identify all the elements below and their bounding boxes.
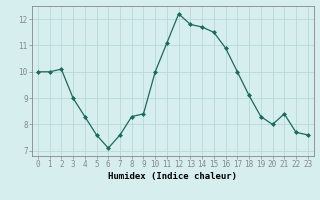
X-axis label: Humidex (Indice chaleur): Humidex (Indice chaleur) (108, 172, 237, 181)
